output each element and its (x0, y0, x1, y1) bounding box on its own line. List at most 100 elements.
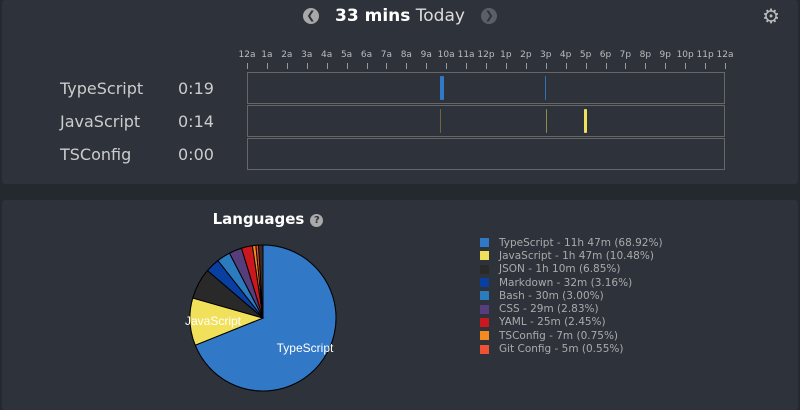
legend-item[interactable]: JavaScript - 1h 47m (10.48%) (480, 249, 663, 262)
legend-label: TSConfig - 7m (0.75%) (499, 329, 619, 342)
hour-tick (426, 63, 428, 69)
language-duration: 0:00 (178, 145, 214, 164)
activity-bar[interactable] (440, 76, 445, 100)
question-circle-icon[interactable]: ? (310, 214, 324, 227)
hour-label: 12a (238, 50, 256, 60)
hour-label: 1p (500, 50, 512, 60)
legend-item[interactable]: TSConfig - 7m (0.75%) (480, 329, 663, 342)
legend-swatch (480, 331, 489, 341)
hour-tick (525, 63, 527, 69)
hour-label: 10p (676, 50, 694, 60)
hour-label: 9p (659, 50, 671, 60)
hour-label: 3p (540, 50, 552, 60)
legend-swatch (480, 264, 489, 274)
hour-label: 12p (477, 50, 495, 60)
legend-label: TypeScript - 11h 47m (68.92%) (499, 236, 663, 249)
hour-tick (565, 63, 567, 69)
hour-tick (386, 63, 388, 69)
hour-label: 4p (559, 50, 572, 60)
header: ❮ 33 mins Today ❯ (2, 6, 798, 26)
legend-label: YAML - 25m (2.45%) (499, 316, 606, 329)
hour-tick (306, 63, 308, 69)
period-label: Today (415, 6, 465, 26)
hour-tick (247, 63, 248, 69)
legend-swatch (480, 304, 489, 314)
hour-label: 5a (340, 50, 353, 60)
legend-label: Bash - 30m (3.00%) (499, 289, 604, 302)
hour-label: 6p (599, 50, 612, 60)
activity-panel: ❮ 33 mins Today ❯ ⚙ 12a 1a 2a 3a 4a 5a 6a 7a 8a 9… (2, 0, 798, 184)
hour-label: 5p (579, 50, 592, 60)
hour-label: 3a (301, 50, 313, 60)
hour-tick (625, 63, 627, 69)
activity-bar[interactable] (545, 109, 547, 133)
legend-label: Markdown - 32m (3.16%) (499, 276, 633, 289)
chevron-left-icon[interactable]: ❮ (302, 8, 319, 24)
chevron-right-icon[interactable]: ❯ (481, 8, 498, 24)
hour-label: 11p (696, 50, 714, 60)
hour-label: 1a (261, 50, 273, 60)
legend-item[interactable]: TypeScript - 11h 47m (68.92%) (480, 236, 663, 249)
total-time: 33 mins (335, 6, 411, 26)
legend-swatch (480, 291, 489, 301)
hour-label: 2p (520, 50, 532, 60)
language-duration: 0:14 (178, 112, 214, 131)
hour-label: 6a (360, 50, 373, 60)
timeline-row (247, 105, 725, 137)
activity-bar[interactable] (440, 109, 442, 133)
hour-label: 8a (400, 50, 412, 60)
hour-label: 9a (420, 50, 432, 60)
hour-tick (266, 63, 268, 69)
language-name: JavaScript (60, 112, 141, 131)
languages-title: Languages (212, 210, 305, 228)
hour-tick (545, 63, 547, 69)
hour-tick (446, 63, 448, 69)
hour-tick (505, 63, 507, 69)
legend-item[interactable]: CSS - 29m (2.83%) (480, 302, 663, 315)
hour-tick (406, 63, 408, 69)
hour-tick (585, 63, 587, 69)
legend-swatch (480, 278, 489, 288)
legend-item[interactable]: Bash - 30m (3.00%) (480, 289, 663, 302)
hour-tick (326, 63, 328, 69)
hour-tick (466, 63, 468, 69)
hour-label: 11a (457, 50, 475, 60)
timeline-row (247, 138, 725, 170)
hour-tick (685, 63, 687, 69)
legend-item[interactable]: YAML - 25m (2.45%) (480, 316, 663, 329)
activity-bar[interactable] (544, 76, 546, 100)
legend-swatch (480, 238, 489, 248)
hour-tick (725, 63, 726, 69)
legend-swatch (480, 344, 489, 354)
hour-label: 2a (281, 50, 293, 60)
hour-tick (286, 63, 288, 69)
timeline-row (247, 72, 725, 104)
legend-item[interactable]: Git Config - 5m (0.55%) (480, 342, 663, 355)
hour-label: 4a (321, 50, 333, 60)
hour-tick (645, 63, 647, 69)
legend-label: Git Config - 5m (0.55%) (499, 343, 624, 356)
activity-bar[interactable] (583, 109, 588, 133)
language-name: TypeScript (60, 79, 144, 98)
legend-item[interactable]: JSON - 1h 10m (6.85%) (480, 263, 663, 276)
languages-panel: Languages? (2, 200, 798, 410)
legend-label: CSS - 29m (2.83%) (499, 303, 599, 316)
hour-label: 8p (639, 50, 652, 60)
hour-label: 12a (716, 50, 734, 60)
hour-tick (605, 63, 607, 69)
hour-tick (705, 63, 707, 69)
gear-icon[interactable]: ⚙ (762, 4, 780, 28)
hour-tick (346, 63, 348, 69)
legend-label: JavaScript - 1h 47m (10.48%) (499, 249, 654, 262)
language-name: TSConfig (60, 145, 132, 164)
hour-label: 7p (619, 50, 632, 60)
legend-swatch (480, 251, 489, 261)
hour-label: 7a (380, 50, 393, 60)
legend-item[interactable]: Markdown - 32m (3.16%) (480, 276, 663, 289)
hour-tick (486, 63, 487, 69)
hour-tick (366, 63, 368, 69)
legend-swatch (480, 317, 489, 327)
language-duration: 0:19 (178, 79, 214, 98)
languages-legend: TypeScript - 11h 47m (68.92%) JavaScript … (480, 236, 663, 356)
hour-tick (665, 63, 667, 69)
